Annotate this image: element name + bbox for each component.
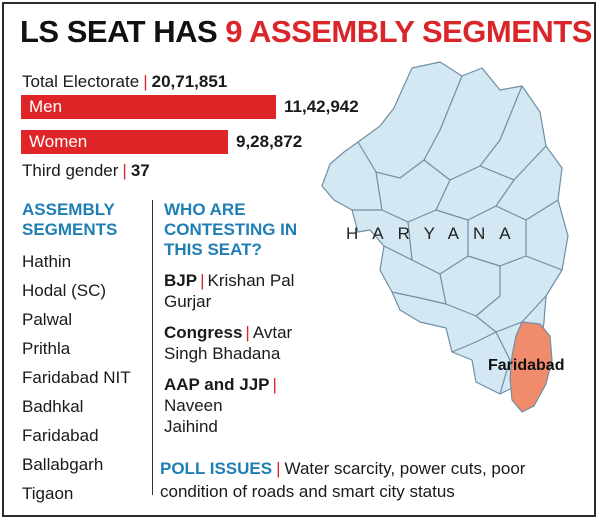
district-boundary <box>451 331 497 353</box>
district-boundary <box>383 245 413 261</box>
separator: | <box>122 161 127 180</box>
separator: | <box>143 72 148 91</box>
women-label: Women <box>29 132 88 151</box>
women-bar: Women <box>21 130 228 154</box>
candidate-name: Singh Bhadana <box>164 344 281 363</box>
candidate-bjp: BJP | Krishan Pal Gurjar <box>164 270 314 312</box>
candidate-congress: Congress | Avtar Singh Bhadana <box>164 322 314 364</box>
total-electorate-line: Total Electorate | 20,71,851 <box>22 72 227 92</box>
separator: | <box>276 459 281 478</box>
headline-part2: 9 ASSEMBLY SEGMENTS <box>225 14 592 49</box>
district-boundary <box>439 266 501 317</box>
infographic-frame <box>2 2 596 517</box>
segments-list: Hathin Hodal (SC) Palwal Prithla Faridab… <box>22 247 131 508</box>
district-boundary <box>435 179 515 221</box>
segment-item: Faridabad NIT <box>22 368 131 387</box>
separator: | <box>245 323 250 342</box>
women-value: 9,28,872 <box>236 132 303 151</box>
column-divider <box>152 200 153 495</box>
third-gender-label: Third gender <box>22 161 119 180</box>
segment-item: Palwal <box>22 310 73 329</box>
third-gender-value: 37 <box>130 161 150 180</box>
candidate-name: Jaihind <box>164 417 218 436</box>
poll-issues-text: condition of roads and smart city status <box>160 482 455 501</box>
faridabad-district <box>509 321 553 413</box>
third-gender-line: Third gender | 37 <box>22 161 150 181</box>
candidate-aap-jjp: AAP and JJP | Naveen Jaihind <box>164 374 314 437</box>
headline: LS SEAT HAS 9 ASSEMBLY SEGMENTS <box>20 14 592 50</box>
poll-issues: POLL ISSUES | Water scarcity, power cuts, … <box>160 457 590 503</box>
party-name: BJP <box>164 271 198 290</box>
district-boundary <box>495 331 511 395</box>
party-name: AAP and JJP <box>164 375 270 394</box>
haryana-map <box>321 61 569 413</box>
men-value: 11,42,942 <box>284 97 359 116</box>
total-electorate-value: 20,71,851 <box>151 72 228 91</box>
headline-part1: LS SEAT HAS <box>20 14 218 49</box>
candidate-name: Avtar <box>252 323 293 342</box>
separator: | <box>200 271 205 290</box>
district-boundary <box>475 295 547 333</box>
segment-item: Faridabad <box>22 426 99 445</box>
poll-issues-label: POLL ISSUES <box>160 459 273 478</box>
contesting-heading-line3: THIS SEAT? <box>164 240 262 259</box>
segment-item: Ballabgarh <box>22 455 104 474</box>
party-name: Congress <box>164 323 243 342</box>
segment-item: Hodal (SC) <box>22 281 107 300</box>
segment-item: Tigaon <box>22 484 74 503</box>
segment-item: Hathin <box>22 252 72 271</box>
district-boundary <box>467 220 527 267</box>
total-electorate-label: Total Electorate <box>22 72 140 91</box>
district-boundary <box>357 75 463 179</box>
segments-heading-line2: SEGMENTS <box>22 220 118 239</box>
contesting-heading: WHO ARE CONTESTING IN THIS SEAT? <box>164 200 297 260</box>
faridabad-label: Faridabad <box>488 357 565 374</box>
men-bar: Men <box>21 95 276 119</box>
state-outline <box>321 61 569 395</box>
contesting-heading-line1: WHO ARE <box>164 200 246 219</box>
segments-heading: ASSEMBLY SEGMENTS <box>22 200 117 240</box>
separator: | <box>272 375 277 394</box>
segments-heading-line1: ASSEMBLY <box>22 200 115 219</box>
candidate-name: Gurjar <box>164 292 212 311</box>
candidate-name: Krishan Pal <box>207 271 295 290</box>
segment-item: Badhkal <box>22 397 84 416</box>
poll-issues-text: Water scarcity, power cuts, poor <box>284 459 526 478</box>
candidate-name: Naveen <box>164 396 223 415</box>
segment-item: Prithla <box>22 339 71 358</box>
men-label: Men <box>29 97 63 116</box>
contesting-heading-line2: CONTESTING IN <box>164 220 298 239</box>
state-label: HARYANA <box>346 224 525 243</box>
district-boundary <box>391 291 447 305</box>
district-boundary <box>525 255 563 271</box>
